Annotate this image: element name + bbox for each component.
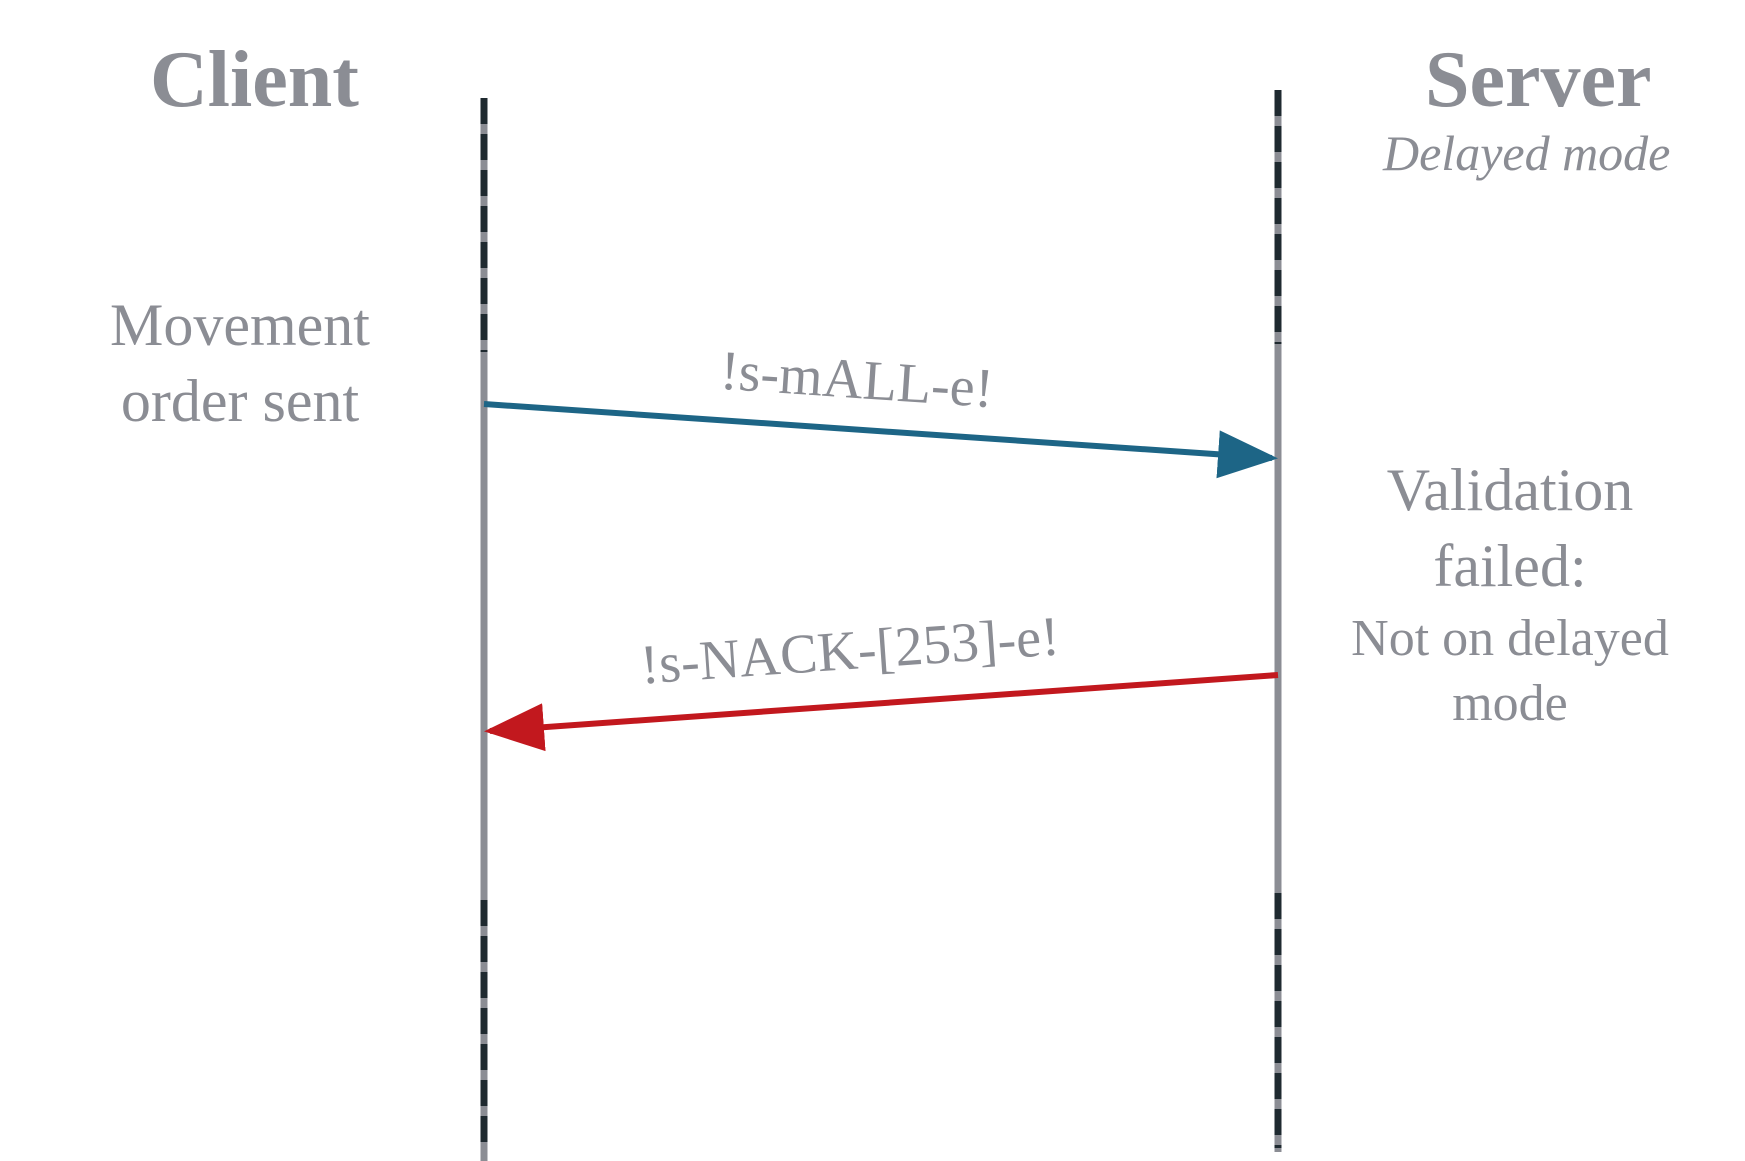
- server-title: Server: [1425, 36, 1652, 124]
- request-arrow: [483, 401, 1278, 479]
- server-event-line-1: Validation: [1386, 457, 1634, 523]
- server-subtitle: Delayed mode: [1383, 125, 1671, 181]
- server-event-line-2: failed:: [1433, 533, 1587, 600]
- client-event-line-2: order sent: [120, 368, 360, 435]
- server-event-line-3: Not on delayed: [1351, 610, 1669, 668]
- server-event-note: Validation failed: Not on delayed mode: [1330, 452, 1690, 736]
- response-arrow: [484, 672, 1279, 752]
- client-event-line-1: Movement: [110, 292, 370, 358]
- client-event-note: Movement order sent: [90, 287, 390, 439]
- server-event-line-4: mode: [1452, 675, 1568, 733]
- client-title: Client: [150, 36, 359, 124]
